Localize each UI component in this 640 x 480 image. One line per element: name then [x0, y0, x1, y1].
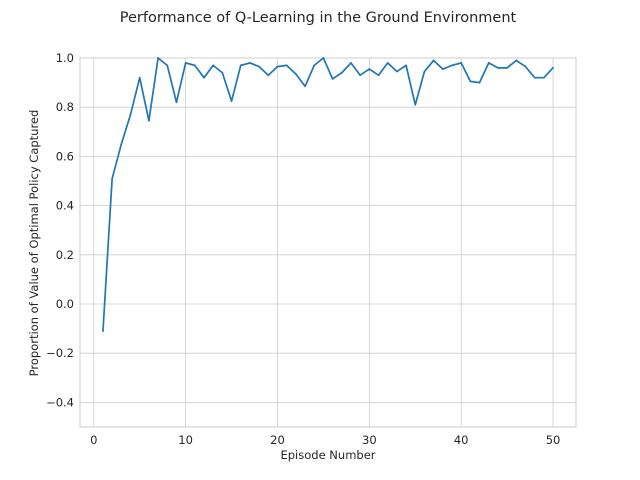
data-point [377, 74, 380, 77]
data-point [350, 62, 352, 64]
y-tick-label: 0.6 [56, 149, 74, 163]
data-point [313, 64, 316, 67]
plot-frame [79, 57, 577, 428]
data-point [239, 64, 242, 67]
data-point [212, 64, 215, 67]
data-point [147, 119, 150, 122]
y-tick-label: −0.4 [46, 395, 74, 409]
data-point [469, 80, 472, 83]
x-axis-label: Episode Number [280, 448, 375, 462]
x-tick-label: 10 [178, 433, 193, 447]
data-point [460, 62, 463, 64]
data-point [120, 143, 123, 146]
plot-area [80, 58, 576, 427]
data-point [552, 66, 554, 69]
data-point [395, 70, 398, 73]
data-point [193, 64, 196, 67]
data-point [230, 100, 233, 102]
data-point [102, 330, 104, 332]
data-point [359, 74, 362, 77]
data-point [515, 59, 518, 62]
y-tick-label: 0.8 [56, 100, 74, 114]
data-point [285, 64, 288, 67]
x-axis-ticks: 0 10 20 30 40 50 [90, 433, 560, 447]
data-point [405, 64, 407, 67]
y-axis-ticks: −0.4 −0.2 0.0 0.2 0.4 0.6 0.8 1.0 [46, 51, 74, 409]
y-tick-label: 1.0 [56, 51, 74, 65]
x-tick-label: 20 [270, 433, 285, 447]
data-point [524, 65, 527, 68]
data-point [184, 62, 187, 64]
y-tick-label: 0.2 [56, 248, 74, 262]
series [102, 57, 554, 332]
data-point [386, 62, 389, 64]
chart-title: Performance of Q-Learning in the Ground … [120, 10, 517, 26]
y-axis-label: Proportion of Value of Optimal Policy Ca… [27, 110, 41, 377]
y-tick-label: 0.0 [56, 297, 74, 311]
data-point [451, 64, 453, 67]
data-point [331, 78, 334, 80]
data-point [423, 70, 426, 73]
data-point [203, 76, 205, 79]
data-point [294, 73, 297, 75]
data-point [414, 103, 417, 106]
y-tick-label: 0.4 [56, 199, 74, 213]
x-tick-label: 50 [546, 433, 561, 447]
data-point [258, 65, 261, 68]
data-point [304, 85, 306, 88]
data-point [166, 64, 169, 67]
data-point [249, 62, 251, 64]
y-tick-label: −0.2 [46, 346, 74, 360]
series-line [102, 57, 554, 332]
data-point [432, 59, 435, 62]
data-point [340, 71, 343, 74]
data-point [478, 81, 481, 84]
data-point [267, 74, 270, 77]
x-tick-label: 40 [454, 433, 469, 447]
x-tick-label: 30 [362, 433, 377, 447]
data-point [111, 177, 114, 180]
data-point [322, 57, 325, 59]
data-point [497, 66, 499, 69]
data-point [506, 66, 509, 69]
data-point [221, 71, 224, 74]
data-point [441, 68, 444, 70]
x-tick-label: 0 [90, 433, 97, 447]
data-point [542, 76, 545, 79]
data-point [368, 68, 371, 70]
data-point [157, 57, 159, 59]
data-point [276, 65, 279, 68]
data-point [138, 76, 141, 79]
data-point [129, 113, 132, 116]
data-point [487, 62, 490, 64]
data-point [533, 76, 536, 79]
data-point [175, 101, 178, 104]
